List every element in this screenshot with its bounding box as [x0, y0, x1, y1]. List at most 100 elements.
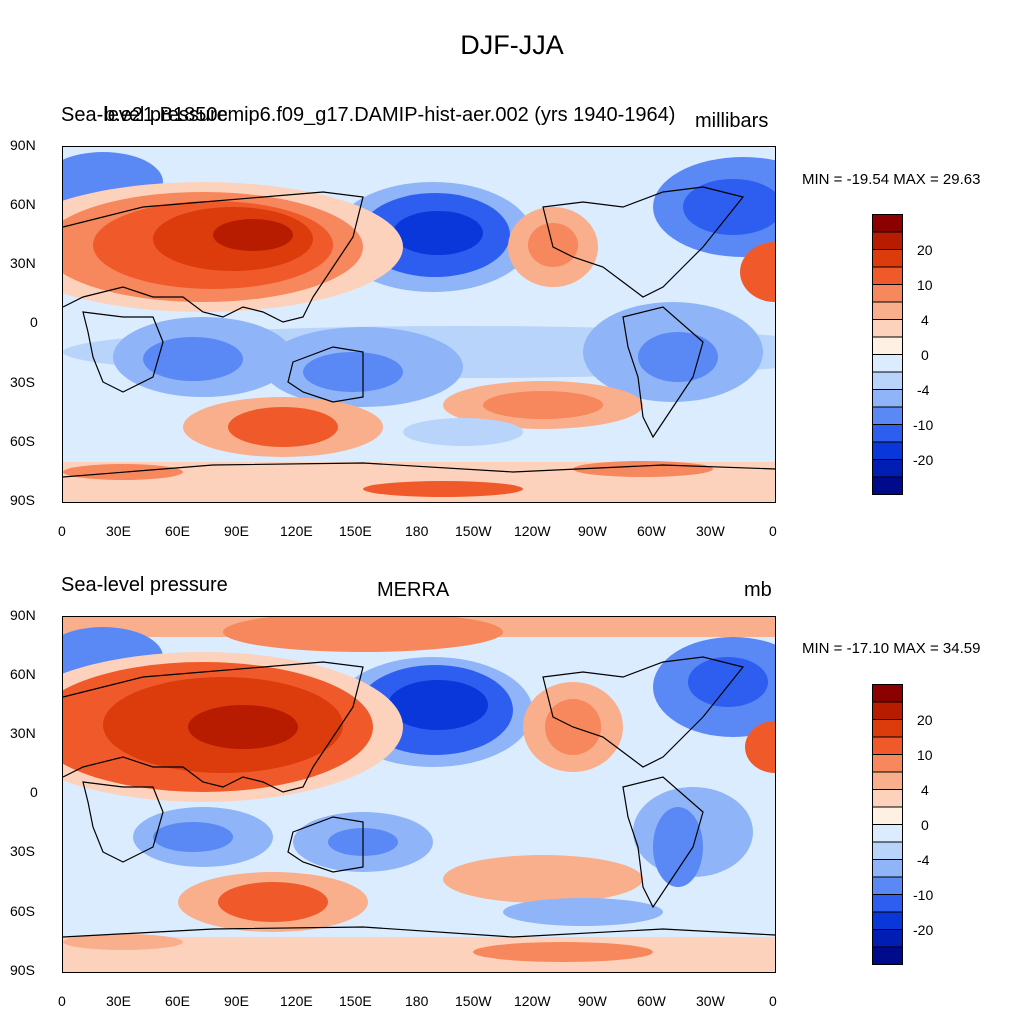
colorbar-segment [872, 876, 903, 895]
min-max-label: MIN = -17.10 MAX = 34.59 [802, 640, 981, 657]
lon-label: 0 [769, 523, 777, 539]
colorbar-segment [872, 459, 903, 478]
colorbar-segment [872, 441, 903, 460]
colorbar-label: 4 [921, 782, 929, 798]
colorbar-segment [872, 806, 903, 825]
colorbar-segment [872, 701, 903, 720]
colorbar-segment [872, 946, 903, 965]
colorbar-segment [872, 354, 903, 373]
lon-label: 60E [165, 993, 190, 1009]
colorbar-label: 10 [917, 277, 933, 293]
colorbar-segment [872, 389, 903, 408]
lon-label: 30E [106, 993, 131, 1009]
panel-center-title: MERRA [377, 579, 450, 601]
lon-label: 30E [106, 523, 131, 539]
antarctic-high-1 [63, 934, 183, 950]
colorbar-segment [872, 231, 903, 250]
lon-label: 120W [514, 993, 551, 1009]
lon-label: 150W [455, 993, 492, 1009]
colorbar-segment [872, 214, 903, 233]
lat-label: 60S [10, 433, 35, 449]
lon-label: 90W [578, 993, 607, 1009]
lon-label: 30W [696, 523, 725, 539]
colorbar-segment [872, 841, 903, 860]
colorbar-segment [872, 824, 903, 843]
arctic-high [223, 617, 503, 652]
panel-left-title: Sea-level pressure [61, 104, 228, 126]
lon-label: 0 [58, 993, 66, 1009]
colorbar-label: 4 [921, 312, 929, 328]
africa-low-core [143, 337, 243, 381]
colorbar-label: -20 [913, 922, 934, 938]
atlantic-low-core [688, 657, 768, 707]
australia-low-core [303, 352, 403, 392]
lon-label: 60W [637, 523, 666, 539]
antarctic-high-3 [573, 461, 713, 477]
colorbar-segments [872, 684, 903, 965]
colorbar-label: -4 [917, 382, 930, 398]
africa-low-core [153, 822, 233, 852]
lon-label: 150E [339, 523, 372, 539]
colorbar-segment [872, 336, 903, 355]
southern-low-band [403, 418, 523, 446]
coastlines [63, 656, 775, 938]
lat-label: 30N [10, 725, 36, 741]
colorbar-label: 0 [921, 347, 929, 363]
lon-label: 90W [578, 523, 607, 539]
figure-title: DJF-JJA [460, 30, 564, 60]
lat-label: 90N [10, 607, 36, 623]
atlantic-low-core [683, 179, 775, 235]
colorbar-label: 20 [917, 712, 933, 728]
panel-center-title: b.e21.B1850cmip6.f09_g17.DAMIP-hist-aer.… [104, 104, 676, 126]
colorbar-segment [872, 301, 903, 320]
colorbar-label: 20 [917, 242, 933, 258]
southern-low-band [503, 898, 663, 926]
colorbar-segment [872, 911, 903, 930]
colorbar-segment [872, 894, 903, 913]
lon-label: 120E [280, 523, 313, 539]
colorbar-segment [872, 684, 903, 703]
colorbar-segment [872, 789, 903, 808]
lon-label: 120W [514, 523, 551, 539]
lat-label: 30N [10, 255, 36, 271]
lat-label: 60N [10, 666, 36, 682]
lat-label: 30S [10, 843, 35, 859]
lon-label: 30W [696, 993, 725, 1009]
lon-label: 150E [339, 993, 372, 1009]
samerica-low-core [638, 332, 718, 382]
atlantic-high [745, 721, 775, 773]
colorbar-segment [872, 424, 903, 443]
lat-label: 0 [30, 784, 38, 800]
lon-label: 60E [165, 523, 190, 539]
slp-field-model [63, 147, 775, 502]
antarctic-high-2 [473, 942, 653, 962]
pacific-low-core [393, 211, 483, 255]
lon-label: 60W [637, 993, 666, 1009]
colorbar-segments [872, 214, 903, 495]
min-max-label: MIN = -19.54 MAX = 29.63 [802, 171, 981, 188]
colorbar-label: 10 [917, 747, 933, 763]
pacific-south-high-core [483, 391, 603, 419]
panel-units-label: millibars [695, 110, 769, 132]
atlantic-high [740, 242, 775, 302]
panel-left-title: Sea-level pressure [61, 574, 228, 596]
colorbar-segment [872, 754, 903, 773]
colorbar-segment [872, 249, 903, 268]
indian-ocean-high-core [218, 882, 328, 922]
indian-ocean-high-core [228, 407, 338, 447]
colorbar-label: -10 [913, 417, 934, 433]
colorbar-label: -4 [917, 852, 930, 868]
colorbar-segment [872, 719, 903, 738]
lon-label: 180 [405, 993, 429, 1009]
colorbar-label: -10 [913, 887, 934, 903]
lon-label: 0 [769, 993, 777, 1009]
coastlines [63, 186, 775, 478]
lat-label: 60S [10, 903, 35, 919]
lon-label: 150W [455, 523, 492, 539]
colorbar-segment [872, 736, 903, 755]
panel-units-label: mb [744, 579, 772, 601]
colorbar-label: 0 [921, 817, 929, 833]
lon-label: 180 [405, 523, 429, 539]
colorbar-model [872, 214, 903, 495]
map-plot-model [62, 146, 776, 503]
